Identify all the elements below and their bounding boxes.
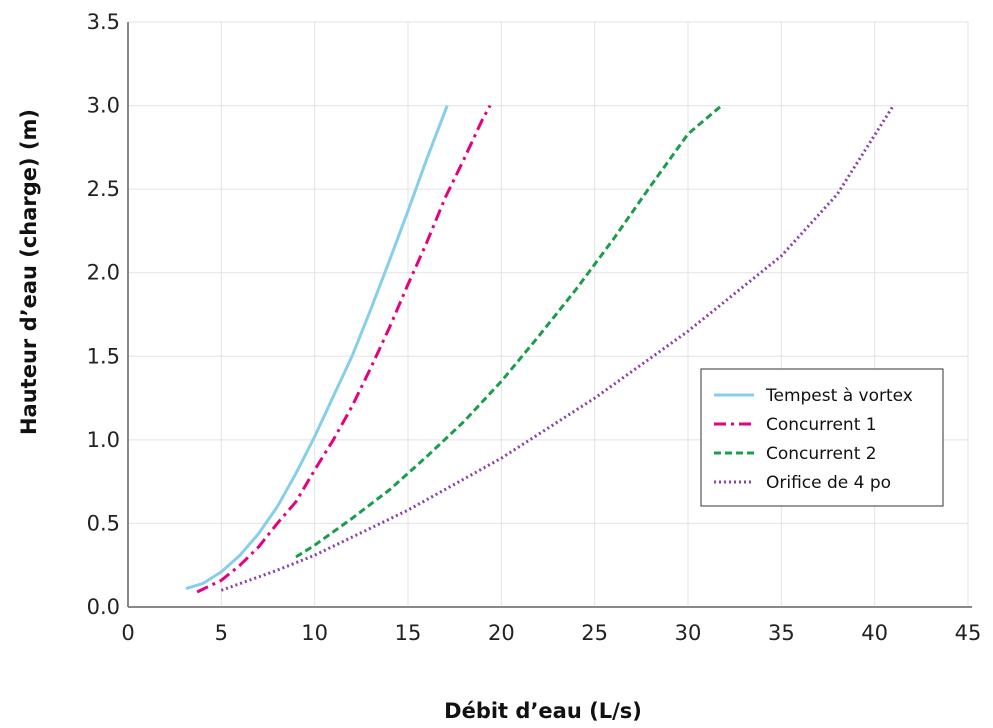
gridlines [128,21,969,607]
legend-label: Tempest à vortex [765,386,913,406]
x-tick-label: 0 [121,621,134,645]
legend: Tempest à vortex Concurrent 1 Concurrent 2… [700,368,944,507]
x-tick-label: 35 [768,621,795,645]
y-tick-label: 3.5 [87,10,120,34]
series-line-3 [295,104,723,559]
series-lines [185,104,895,594]
legend-label: Concurrent 2 [766,444,877,464]
x-tick-label: 45 [955,621,982,645]
series-line-2 [196,104,492,594]
axes [127,22,972,608]
y-tick-label: 2.5 [87,177,120,201]
y-tick-label: 1.5 [87,344,120,368]
x-tick-label: 20 [488,621,515,645]
x-tick-label: 25 [581,621,608,645]
y-tick-label: 0.5 [87,511,120,535]
legend-box [700,368,944,507]
x-tick-label: 15 [395,621,422,645]
y-tick-label: 3.0 [87,94,120,118]
x-tick-label: 10 [301,621,328,645]
x-tick-label: 40 [861,621,888,645]
x-tick-label: 30 [675,621,702,645]
legend-label: Orifice de 4 po [766,473,891,493]
x-axis-title: Débit d’eau (L/s) [444,699,642,723]
legend-label: Concurrent 1 [766,415,877,435]
y-tick-label: 0.0 [87,595,120,619]
y-tick-label: 1.0 [87,428,120,452]
y-axis-title: Hauteur d’eau (charge) (m) [17,109,41,435]
series-line-4 [220,104,895,592]
y-tick-label: 2.0 [87,261,120,285]
x-tick-label: 5 [215,621,228,645]
tick-labels: 0 5 10 15 20 25 30 35 40 45 0.0 0.5 1.0 1.5 2.0 2.5 3.0 3… [87,10,982,645]
series-line-1 [185,105,449,591]
